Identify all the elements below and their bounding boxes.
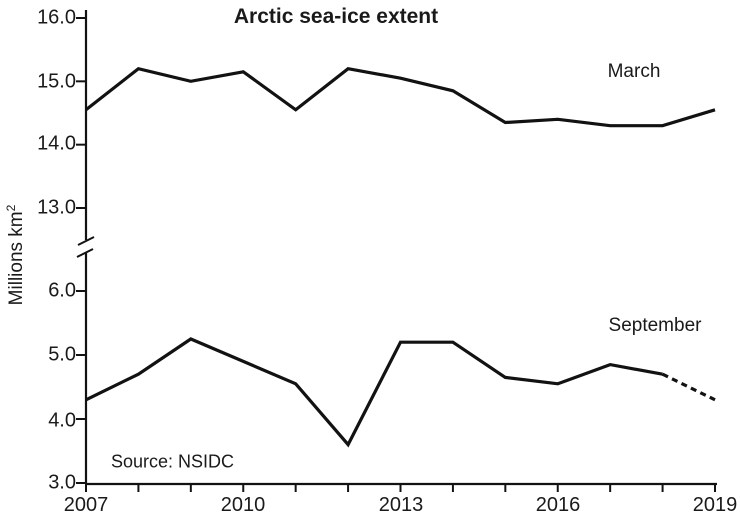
x-tick-label: 2016 xyxy=(535,494,581,516)
chart-title: Arctic sea-ice extent xyxy=(233,5,439,28)
x-tick-label: 2010 xyxy=(220,494,266,516)
y-axis-title: Millions km2 xyxy=(4,205,28,306)
y-axis-title-text: Millions km xyxy=(6,211,28,306)
y-tick-label: 16.0 xyxy=(37,6,76,29)
september-line xyxy=(85,337,663,448)
x-tick-label: 2007 xyxy=(63,494,109,516)
x-tick-label: 2019 xyxy=(692,494,738,516)
y-tick-label: 14.0 xyxy=(37,132,76,155)
march-line-label: March xyxy=(607,61,661,82)
axis-break-slash-upper xyxy=(77,236,95,246)
y-tick-label: 13.0 xyxy=(37,196,76,219)
y-tick-label: 4.0 xyxy=(48,409,76,432)
y-tick-label: 6.0 xyxy=(48,279,76,302)
y-tick-label: 15.0 xyxy=(37,70,76,93)
axis-break-slash-lower xyxy=(76,248,94,258)
source-note: Source: NSIDC xyxy=(111,451,235,472)
september-line-label: September xyxy=(608,315,702,336)
y-axis-title-superscript: 2 xyxy=(3,204,18,212)
y-tick-label: 5.0 xyxy=(48,343,76,366)
y-tick-label: 3.0 xyxy=(48,471,76,494)
september-line-dashed-projection xyxy=(661,372,716,402)
march-line xyxy=(85,66,716,128)
x-tick-label: 2013 xyxy=(378,494,424,516)
